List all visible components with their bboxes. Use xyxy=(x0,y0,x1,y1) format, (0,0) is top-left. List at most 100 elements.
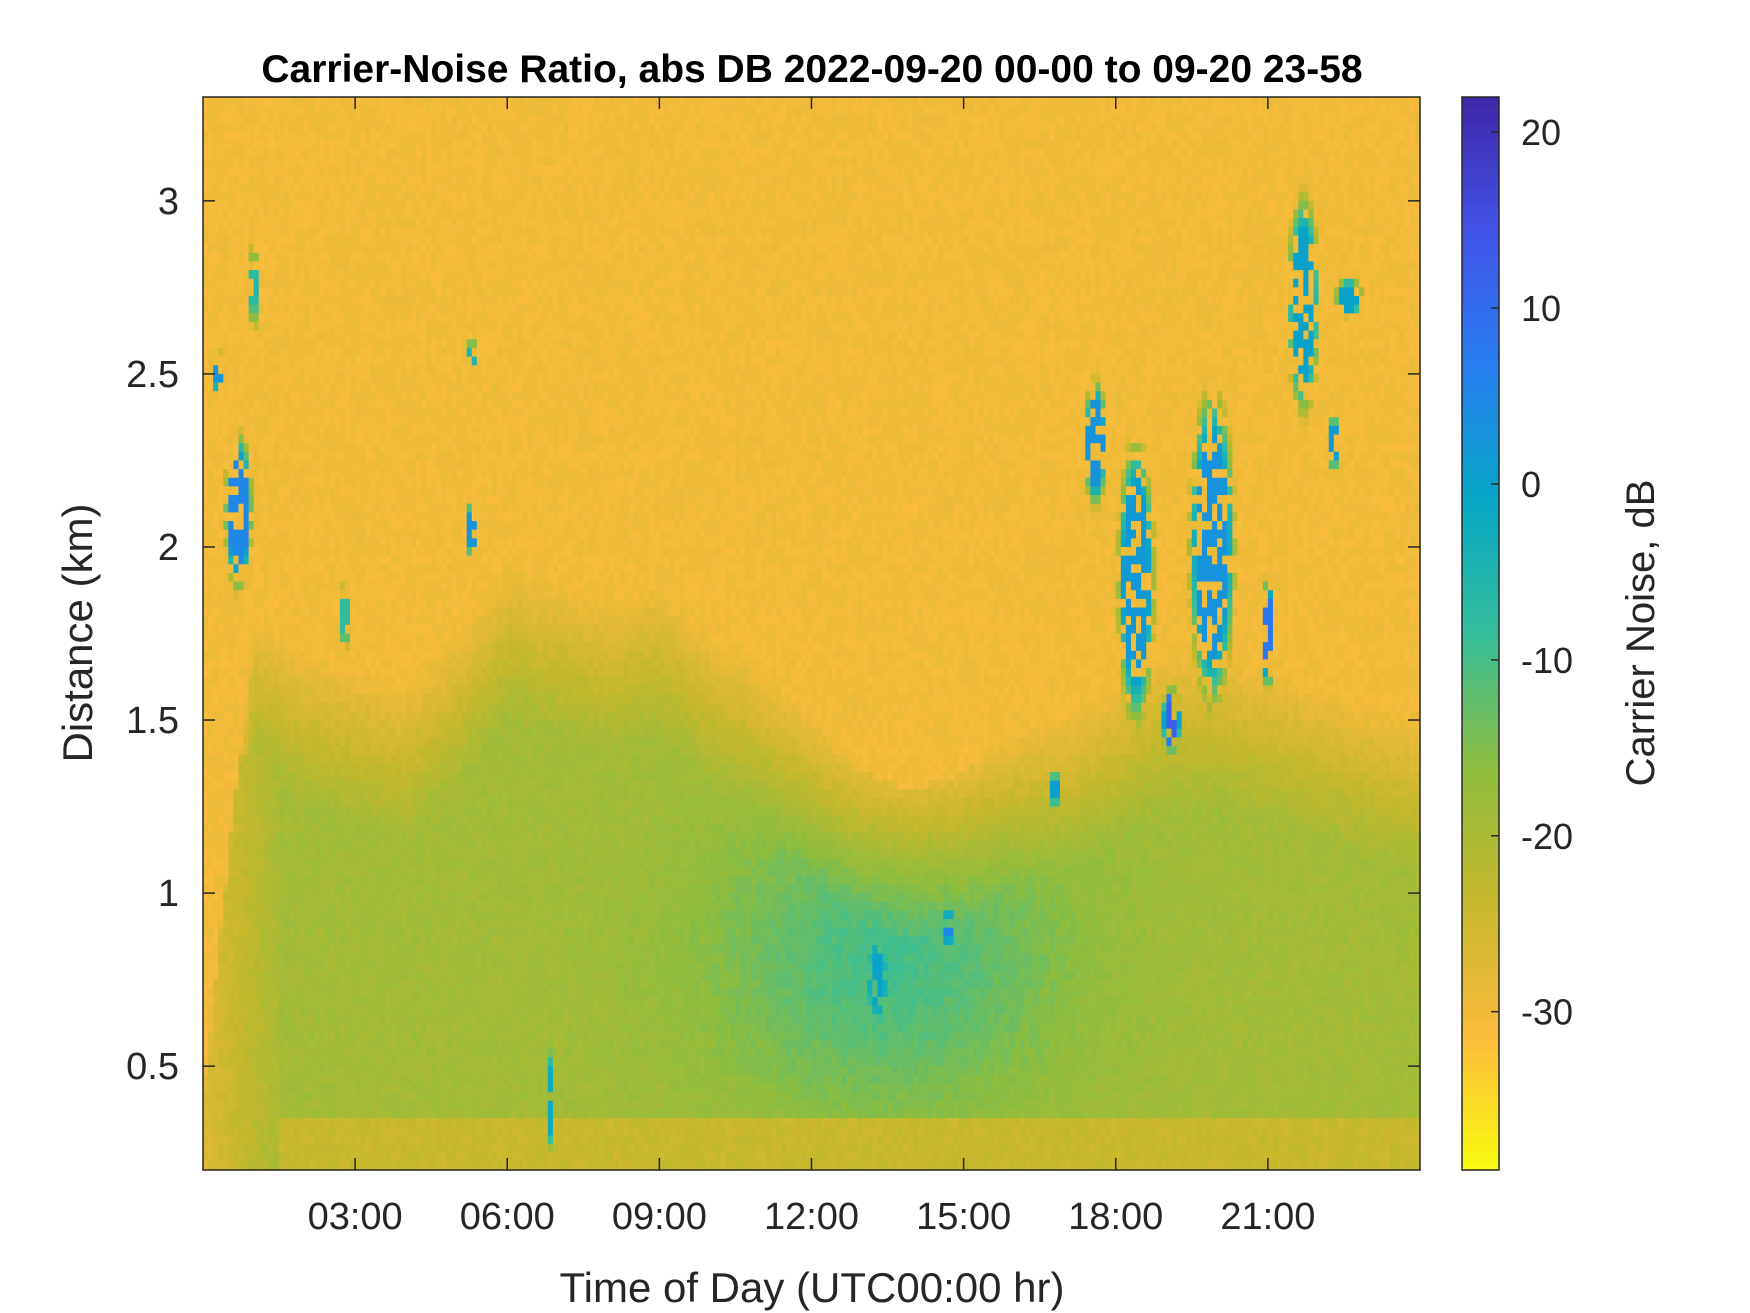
heatmap-cell xyxy=(223,737,229,746)
heatmap-cell xyxy=(274,824,280,833)
heatmap-cell xyxy=(284,123,290,132)
heatmap-cell xyxy=(299,746,305,755)
heatmap-cell xyxy=(284,988,290,997)
heatmap-cell xyxy=(208,270,214,279)
heatmap-cell xyxy=(218,235,224,244)
heatmap-cell xyxy=(264,763,270,772)
heatmap-cell xyxy=(380,928,386,937)
heatmap-cell xyxy=(213,512,219,521)
heatmap-cell xyxy=(218,634,224,643)
heatmap-cell xyxy=(391,789,397,798)
heatmap-cell xyxy=(233,781,239,790)
heatmap-cell xyxy=(304,659,310,668)
heatmap-cell xyxy=(228,521,234,530)
heatmap-cell xyxy=(406,218,412,227)
heatmap-cell xyxy=(396,209,402,218)
heatmap-cell xyxy=(375,331,381,340)
heatmap-cell xyxy=(360,824,366,833)
heatmap-cell xyxy=(335,1092,341,1101)
heatmap-cell xyxy=(391,590,397,599)
heatmap-cell xyxy=(391,1023,397,1032)
heatmap-cell xyxy=(254,781,260,790)
heatmap-cell xyxy=(370,1135,376,1144)
heatmap-cell xyxy=(249,850,255,859)
heatmap-cell xyxy=(279,253,285,262)
heatmap-cell xyxy=(254,798,260,807)
heatmap-cell xyxy=(208,893,214,902)
heatmap-cell xyxy=(309,564,315,573)
heatmap-cell xyxy=(244,434,250,443)
heatmap-cell xyxy=(218,893,224,902)
heatmap-cell xyxy=(355,521,361,530)
heatmap-cell xyxy=(254,599,260,608)
heatmap-cell xyxy=(345,331,351,340)
heatmap-cell xyxy=(320,132,326,141)
heatmap-cell xyxy=(340,936,346,945)
heatmap-cell xyxy=(335,504,341,513)
heatmap-cell xyxy=(294,400,300,409)
heatmap-cell xyxy=(289,1092,295,1101)
heatmap-cell xyxy=(289,469,295,478)
heatmap-cell xyxy=(264,478,270,487)
heatmap-cell xyxy=(289,201,295,210)
heatmap-cell xyxy=(375,227,381,236)
heatmap-cell xyxy=(330,114,336,123)
heatmap-cell xyxy=(350,893,356,902)
heatmap-cell xyxy=(309,365,315,374)
heatmap-cell xyxy=(355,132,361,141)
heatmap-cell xyxy=(244,1066,250,1075)
heatmap-cell xyxy=(203,625,209,634)
heatmap-cell xyxy=(228,140,234,149)
heatmap-cell xyxy=(218,833,224,842)
heatmap-cell xyxy=(233,287,239,296)
heatmap-cell xyxy=(320,158,326,167)
heatmap-cell xyxy=(309,616,315,625)
heatmap-cell xyxy=(335,928,341,937)
heatmap-cell xyxy=(208,616,214,625)
heatmap-cell xyxy=(249,1161,255,1170)
heatmap-cell xyxy=(355,833,361,842)
heatmap-cell xyxy=(355,763,361,772)
heatmap-cell xyxy=(360,1040,366,1049)
heatmap-cell xyxy=(249,253,255,262)
heatmap-cell xyxy=(203,1101,209,1110)
heatmap-cell xyxy=(355,651,361,660)
heatmap-cell xyxy=(284,235,290,244)
heatmap-cell xyxy=(223,988,229,997)
heatmap-cell xyxy=(340,1066,346,1075)
heatmap-cell xyxy=(355,815,361,824)
heatmap-cell xyxy=(284,331,290,340)
heatmap-cell xyxy=(320,694,326,703)
heatmap-cell xyxy=(335,140,341,149)
heatmap-cell xyxy=(218,867,224,876)
heatmap-cell xyxy=(239,850,245,859)
heatmap-cell xyxy=(203,1006,209,1015)
heatmap-cell xyxy=(279,1066,285,1075)
heatmap-cell xyxy=(259,244,265,253)
heatmap-cell xyxy=(330,348,336,357)
heatmap-cell xyxy=(299,642,305,651)
heatmap-cell xyxy=(345,625,351,634)
heatmap-cell xyxy=(360,1153,366,1162)
heatmap-cell xyxy=(244,261,250,270)
heatmap-cell xyxy=(320,486,326,495)
heatmap-cell xyxy=(223,1066,229,1075)
heatmap-cell xyxy=(254,469,260,478)
heatmap-cell xyxy=(239,971,245,980)
heatmap-cell xyxy=(360,287,366,296)
heatmap-cell xyxy=(365,1101,371,1110)
heatmap-cell xyxy=(325,1092,331,1101)
heatmap-cell xyxy=(299,625,305,634)
heatmap-cell xyxy=(335,997,341,1006)
heatmap-cell xyxy=(304,1109,310,1118)
heatmap-cell xyxy=(375,1006,381,1015)
heatmap-cell xyxy=(380,910,386,919)
heatmap-cell xyxy=(365,651,371,660)
heatmap-cell xyxy=(401,1118,407,1127)
heatmap-cell xyxy=(284,642,290,651)
heatmap-cell xyxy=(218,564,224,573)
heatmap-cell xyxy=(299,1135,305,1144)
heatmap-cell xyxy=(340,253,346,262)
heatmap-cell xyxy=(299,192,305,201)
heatmap-cell xyxy=(289,322,295,331)
